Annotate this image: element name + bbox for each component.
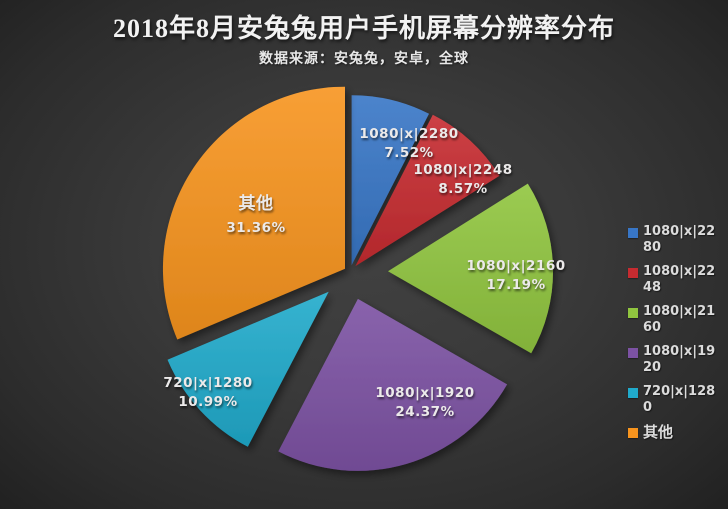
legend-item-5: 其他	[628, 424, 726, 464]
slice-percent-label: 24.37%	[395, 404, 454, 420]
legend-label: 其他	[643, 423, 674, 441]
legend-label: 1080|x|2160	[643, 304, 716, 335]
legend-label: 720|x|1280	[643, 384, 716, 415]
slice-category-label: 1080|x|2280	[359, 126, 458, 142]
legend-label: 1080|x|2248	[643, 264, 716, 295]
legend-swatch-icon	[628, 388, 638, 398]
slice-label-1: 1080|x|2248 8.57%	[413, 162, 512, 197]
slice-percent-label: 8.57%	[438, 181, 487, 197]
slice-label-2: 1080|x|2160 17.19%	[466, 258, 565, 293]
pie-slice-4	[167, 291, 329, 447]
legend-item-1: 1080|x|2248	[628, 264, 726, 304]
slice-category-label: 1080|x|2160	[466, 258, 565, 274]
legend-label: 1080|x|1920	[643, 344, 716, 375]
chart-subtitle: 数据来源：安兔兔，安卓，全球	[259, 52, 469, 67]
legend-swatch-icon	[628, 348, 638, 358]
legend-item-4: 720|x|1280	[628, 384, 726, 424]
slice-label-3: 1080|x|1920 24.37%	[375, 385, 474, 420]
slice-percent-label: 31.36%	[226, 220, 285, 236]
legend-item-3: 1080|x|1920	[628, 344, 726, 384]
legend-swatch-icon	[628, 228, 638, 238]
legend-swatch-icon	[628, 428, 638, 438]
legend-item-2: 1080|x|2160	[628, 304, 726, 344]
slice-percent-label: 7.52%	[384, 145, 433, 161]
slice-label-0: 1080|x|2280 7.52%	[359, 126, 458, 161]
slice-category-label: 1080|x|2248	[413, 162, 512, 178]
legend-swatch-icon	[628, 268, 638, 278]
legend: 1080|x|2280 1080|x|2248 1080|x|2160 1080|x|…	[628, 224, 726, 464]
slice-percent-label: 17.19%	[486, 277, 545, 293]
pie-slice-3	[278, 298, 508, 471]
legend-swatch-icon	[628, 308, 638, 318]
pie-slice-1	[355, 114, 500, 267]
slice-label-4: 720|x|1280 10.99%	[163, 375, 252, 410]
pie-slice-0	[351, 95, 429, 266]
legend-label: 1080|x|2280	[643, 224, 716, 255]
slice-category-label: 1080|x|1920	[375, 385, 474, 401]
slice-category-label: 其他	[239, 193, 274, 214]
legend-item-0: 1080|x|2280	[628, 224, 726, 264]
slice-label-5: 其他 31.36%	[226, 193, 285, 236]
pie-slice-5	[162, 86, 345, 340]
slice-percent-label: 10.99%	[178, 394, 237, 410]
slice-category-label: 720|x|1280	[163, 375, 252, 391]
chart-title: 2018年8月安兔兔用户手机屏幕分辨率分布	[112, 14, 615, 43]
pie-slice-2	[388, 183, 554, 354]
